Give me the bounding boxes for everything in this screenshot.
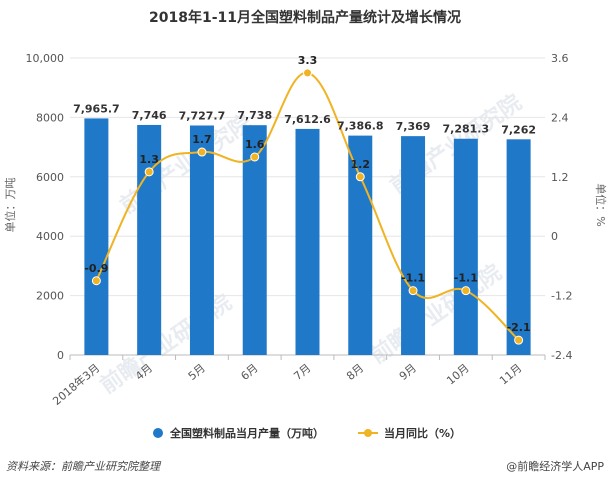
line-value-labels: -0.9 1.3 1.7 1.6 3.3 1.2 -1.1 -1.1 -2.1 [84,54,530,334]
left-tick-label: 8000 [36,111,64,124]
line-point-2 [197,147,207,157]
x-tick-label: 7月 [291,361,313,383]
x-tick-label: 10月 [444,361,472,387]
left-tick-label: 6000 [36,171,64,184]
x-tick-label: 6月 [239,361,261,383]
bar-value-label: 7,612.6 [284,113,331,126]
chart-title: 2018年1-11月全国塑料制品产量统计及增长情况 [149,9,461,26]
legend-line-marker [364,429,372,437]
line-point-8 [514,335,524,345]
line-value-label: 1.7 [192,133,212,146]
bar-2 [189,125,214,356]
line-series [91,68,524,345]
left-tick-label: 4000 [36,230,64,243]
watermark-0: 前瞻产业研究院 [115,109,256,219]
line-point-4 [303,68,312,78]
line-point-1 [144,167,154,177]
left-tick-label: 0 [57,349,64,362]
bar-value-label: 7,262 [501,123,536,136]
footer-brand: @前瞻经济学人APP [506,459,604,473]
watermark-2: 前瞻产业研究院 [365,259,506,369]
line-value-label: -0.9 [84,262,108,275]
x-tick-label: 11月 [497,361,525,387]
bar-7 [453,138,478,355]
left-axis: 0 2000 4000 6000 8000 10,000 [26,52,65,362]
bar-value-label: 7,386.8 [337,120,384,133]
bar-value-label: 7,965.7 [73,102,120,115]
line-point-7 [461,286,471,296]
legend: 全国塑料制品当月产量（万吨） 当月同比（%） [153,426,461,440]
legend-bar-marker [153,428,163,438]
bar-value-labels: 7,965.7 7,746 7,727.7 7,738 7,612.6 7,386.8 7,… [73,102,536,136]
bar-value-label: 7,738 [237,109,272,122]
legend-line-label: 当月同比（%） [384,426,461,440]
bar-8 [506,139,531,355]
watermark-3: 前瞻产业研究院 [95,289,236,399]
bar-4 [295,128,320,355]
bar-value-label: 7,369 [396,120,431,133]
bar-value-label: 7,746 [132,109,167,122]
x-tick-label: 9月 [397,361,419,383]
bar-value-label: 7,281.3 [443,123,490,136]
right-tick-label: -1.2 [551,290,572,303]
right-tick-label: 3.6 [551,52,569,65]
bar-5 [348,135,373,355]
line-point-5 [355,172,365,182]
line-point-0 [91,276,101,286]
line-point-6 [408,286,418,296]
right-tick-label: 2.4 [551,111,569,124]
bar-3 [242,125,267,355]
left-tick-label: 10,000 [26,52,65,65]
right-axis: -2.4 -1.2 0 1.2 2.4 3.6 [551,52,572,362]
line-value-label: 1.3 [139,153,159,166]
bar-series [84,118,531,356]
legend-bar-label: 全国塑料制品当月产量（万吨） [169,426,324,440]
x-tick-label: 8月 [344,361,366,383]
right-tick-label: 1.2 [551,171,569,184]
right-tick-label: -2.4 [551,349,572,362]
line-value-label: -1.1 [454,272,478,285]
bar-6 [401,136,426,355]
left-axis-title: 单位：万吨 [3,178,17,233]
right-tick-label: 0 [551,230,558,243]
left-tick-label: 2000 [36,290,64,303]
bar-0 [84,118,109,356]
line-value-label: -1.1 [401,272,425,285]
line-value-label: 1.6 [245,138,265,151]
line-point-3 [250,152,260,162]
line-value-label: 3.3 [298,54,318,67]
right-axis-title: 单位：% [594,183,608,226]
line-value-label: 1.2 [351,158,371,171]
line-value-label: -2.1 [507,321,531,334]
x-tick-label: 2018年3月 [50,361,103,408]
x-tick-label: 5月 [186,361,208,383]
footer-source: 资料来源：前瞻产业研究院整理 [6,460,162,473]
bar-value-label: 7,727.7 [179,109,226,122]
